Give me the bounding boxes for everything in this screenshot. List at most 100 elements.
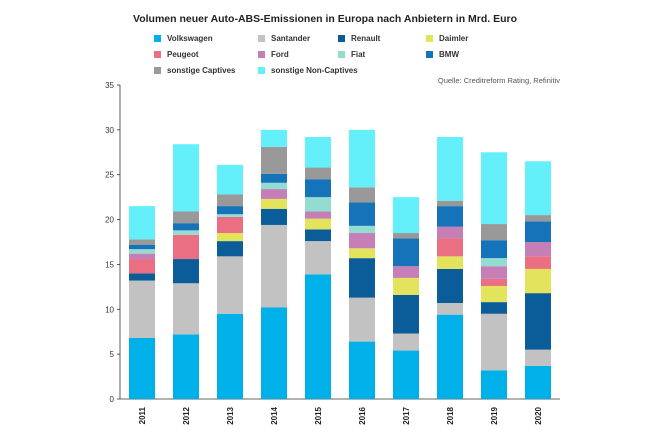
- legend-label: Renault: [351, 34, 381, 43]
- bar-segment-sonstige-captives-2013: [217, 194, 243, 207]
- legend-label: Fiat: [351, 50, 366, 59]
- bar-segment-renault-2016: [349, 258, 375, 298]
- chart-title: Volumen neuer Auto-ABS-Emissionen in Eur…: [132, 13, 518, 25]
- legend-swatch: [426, 35, 433, 42]
- bar-segment-renault-2011: [129, 273, 155, 281]
- legend-swatch: [154, 35, 161, 42]
- bar-segment-santander-2018: [437, 303, 463, 315]
- legend-swatch: [258, 51, 265, 58]
- bar-segment-ford-2015: [305, 211, 331, 219]
- x-tick-label: 2016: [358, 406, 367, 424]
- legend-swatch: [338, 35, 345, 42]
- legend-label: Peugeot: [167, 50, 199, 59]
- bar-segment-santander-2016: [349, 297, 375, 342]
- legend-item-sonstige-captives: sonstige Captives: [154, 66, 235, 75]
- x-tick-label: 2011: [138, 406, 147, 424]
- bar-segment-bmw-2019: [481, 240, 507, 259]
- bar-segment-bmw-2015: [305, 179, 331, 198]
- bar-segment-daimler-2018: [437, 256, 463, 269]
- bar-segment-renault-2019: [481, 302, 507, 314]
- bar-segment-peugeot-2013: [217, 216, 243, 234]
- bar-segment-sonstige-captives-2015: [305, 167, 331, 180]
- bar-segment-ford-2017: [393, 266, 419, 278]
- bar-segment-renault-2014: [261, 208, 287, 225]
- bar-segment-volkswagen-2016: [349, 341, 375, 399]
- bar-segment-peugeot-2018: [437, 238, 463, 257]
- x-tick-label: 2019: [490, 406, 499, 424]
- bar-segment-bmw-2014: [261, 173, 287, 183]
- bar-segment-volkswagen-2017: [393, 350, 419, 399]
- bar-segment-peugeot-2011: [129, 259, 155, 274]
- bar-segment-daimler-2016: [349, 248, 375, 259]
- legend-label: Daimler: [439, 34, 469, 43]
- bar-segment-bmw-2011: [129, 244, 155, 250]
- legend-label: Ford: [271, 50, 289, 59]
- bar-segment-daimler-2020: [525, 268, 551, 294]
- bar-segment-renault-2020: [525, 293, 551, 350]
- bar-segment-santander-2019: [481, 313, 507, 371]
- bar-segment-ford-2011: [129, 253, 155, 260]
- y-tick-label: 20: [105, 216, 114, 225]
- y-tick-label: 15: [105, 260, 114, 269]
- bar-segment-santander-2015: [305, 241, 331, 275]
- legend-swatch: [258, 67, 265, 74]
- legend-swatch: [338, 51, 345, 58]
- bar-segment-sonstige-captives-2018: [437, 200, 463, 207]
- bar-segment-volkswagen-2015: [305, 274, 331, 399]
- bar-segment-volkswagen-2014: [261, 307, 287, 399]
- bar-segment-daimler-2019: [481, 285, 507, 303]
- y-tick-label: 35: [105, 81, 114, 90]
- bar-segment-santander-2017: [393, 333, 419, 351]
- bar-segment-bmw-2013: [217, 206, 243, 215]
- bar-segment-bmw-2017: [393, 238, 419, 267]
- legend-label: sonstige Captives: [167, 66, 236, 75]
- bar-segment-sonstige-non-captives-2020: [525, 161, 551, 216]
- bar-segment-renault-2012: [173, 259, 199, 284]
- bar-segment-santander-2020: [525, 349, 551, 366]
- bar-segment-sonstige-captives-2016: [349, 187, 375, 203]
- bar-segment-renault-2015: [305, 229, 331, 242]
- bar-segment-sonstige-non-captives-2014: [261, 129, 287, 147]
- x-tick-label: 2018: [446, 406, 455, 424]
- legend-item-bmw: BMW: [426, 50, 459, 59]
- bar-segment-volkswagen-2019: [481, 370, 507, 399]
- bar-segment-fiat-2016: [349, 225, 375, 234]
- y-tick-label: 25: [105, 171, 114, 180]
- legend-label: sonstige Non-Captives: [271, 66, 358, 75]
- bar-segment-daimler-2014: [261, 198, 287, 209]
- x-tick-label: 2015: [314, 406, 323, 424]
- bar-segment-volkswagen-2018: [437, 314, 463, 399]
- legend-label: Volkswagen: [167, 34, 213, 43]
- x-tick-label: 2014: [270, 406, 279, 424]
- bar-segment-fiat-2013: [217, 214, 243, 217]
- bar-segment-volkswagen-2013: [217, 313, 243, 399]
- bar-segment-peugeot-2019: [481, 278, 507, 286]
- bar-segment-sonstige-captives-2017: [393, 233, 419, 239]
- bar-segment-daimler-2015: [305, 218, 331, 230]
- bar-segment-fiat-2012: [173, 230, 199, 235]
- legend-label: BMW: [439, 50, 459, 59]
- bar-segment-renault-2017: [393, 294, 419, 334]
- bar-segment-volkswagen-2020: [525, 365, 551, 399]
- y-tick-label: 5: [110, 350, 115, 359]
- x-tick-label: 2020: [534, 406, 543, 424]
- legend-item-daimler: Daimler: [426, 34, 468, 43]
- bar-segment-santander-2011: [129, 280, 155, 338]
- legend-item-fiat: Fiat: [338, 50, 365, 59]
- legend-swatch: [258, 35, 265, 42]
- legend-item-sonstige-non-captives: sonstige Non-Captives: [258, 66, 358, 75]
- bar-segment-ford-2014: [261, 189, 287, 199]
- bar-segment-sonstige-non-captives-2015: [305, 137, 331, 168]
- bar-segment-sonstige-captives-2011: [129, 239, 155, 245]
- bar-segment-santander-2012: [173, 283, 199, 335]
- bar-segment-daimler-2017: [393, 277, 419, 295]
- chart-source: Quelle: Creditreform Rating, Refinitiv: [437, 76, 560, 85]
- legend-swatch: [154, 51, 161, 58]
- bar-segment-volkswagen-2011: [129, 337, 155, 399]
- bar-segment-ford-2019: [481, 266, 507, 279]
- bar-segment-fiat-2011: [129, 249, 155, 254]
- bar-segment-ford-2016: [349, 233, 375, 249]
- legend-label: Santander: [271, 34, 311, 43]
- bar-segment-sonstige-non-captives-2019: [481, 152, 507, 225]
